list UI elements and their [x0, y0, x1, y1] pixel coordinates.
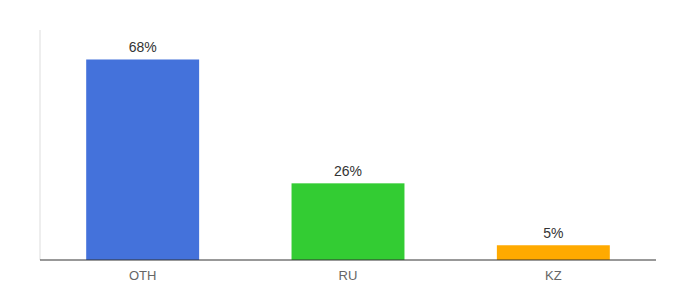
bar — [497, 245, 610, 260]
data-label: 68% — [129, 39, 157, 55]
data-label: 5% — [543, 225, 563, 241]
bar — [86, 59, 199, 260]
x-tick-label: OTH — [129, 268, 156, 283]
bars — [86, 59, 610, 260]
chart-container: OTH RU KZ 68% 26% 5% — [0, 0, 680, 300]
x-tick-label: KZ — [545, 268, 562, 283]
data-label: 26% — [334, 163, 362, 179]
y-axis-line — [40, 30, 41, 260]
chart: OTH RU KZ 68% 26% 5% — [0, 0, 680, 300]
bar — [292, 183, 405, 260]
x-tick-label: RU — [339, 268, 358, 283]
x-axis-line — [40, 260, 656, 261]
